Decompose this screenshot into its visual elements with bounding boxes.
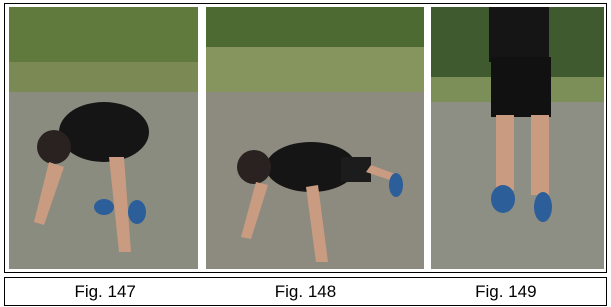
caption: Fig. 147 — [5, 278, 205, 305]
photo — [206, 7, 424, 269]
caption: Fig. 148 — [205, 278, 405, 305]
page: Fig. 147 Fig. 148 Fig. 149 (() => { cons… — [0, 0, 611, 307]
photo-strip — [4, 3, 607, 273]
caption: Fig. 149 — [406, 278, 606, 305]
caption-row: Fig. 147 Fig. 148 Fig. 149 — [4, 277, 607, 306]
photo — [431, 7, 604, 269]
photo — [9, 7, 198, 269]
